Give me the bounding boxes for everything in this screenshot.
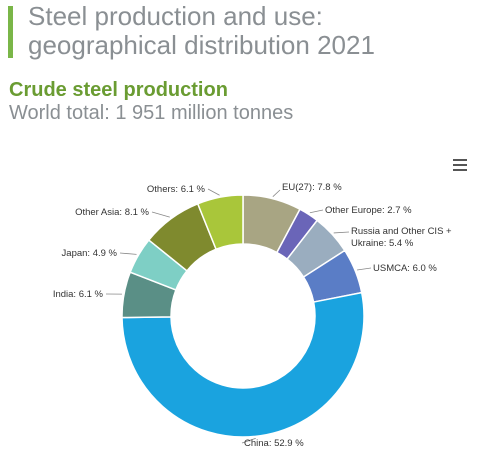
slice-label: Japan: 4.9 %: [62, 248, 118, 259]
leader-line: [119, 252, 137, 255]
page-title: Steel production and use: geographical d…: [28, 1, 375, 60]
leader-line: [241, 437, 256, 444]
hamburger-icon: [453, 159, 467, 161]
chart-subtitle: Crude steel production: [9, 79, 228, 101]
slice-label: Russia and Other CIS +: [351, 226, 452, 237]
slice-label: China: 52.9 %: [244, 438, 304, 449]
world-total-caption: World total: 1 951 million tonnes: [9, 102, 294, 124]
chart-menu-button[interactable]: [450, 156, 470, 174]
slice-label: India: 6.1 %: [53, 289, 104, 300]
slice-label: EU(27): 7.8 %: [282, 182, 342, 193]
slice-label: Other Asia: 8.1 %: [75, 207, 149, 218]
leader-line: [309, 209, 324, 214]
slice-label: Ukraine: 5.4 %: [351, 238, 414, 249]
leader-line: [151, 211, 170, 218]
slice-label: Other Europe: 2.7 %: [325, 205, 412, 216]
title-accent-bar: [8, 6, 13, 58]
leader-line: [207, 188, 220, 196]
leader-line: [357, 267, 372, 271]
slice-label: USMCA: 6.0 %: [373, 263, 437, 274]
leader-line: [272, 189, 281, 197]
leader-line: [333, 231, 350, 234]
slice-label: Others: 6.1 %: [147, 184, 206, 195]
slice-china[interactable]: [121, 291, 365, 438]
slice-others[interactable]: [196, 194, 244, 251]
